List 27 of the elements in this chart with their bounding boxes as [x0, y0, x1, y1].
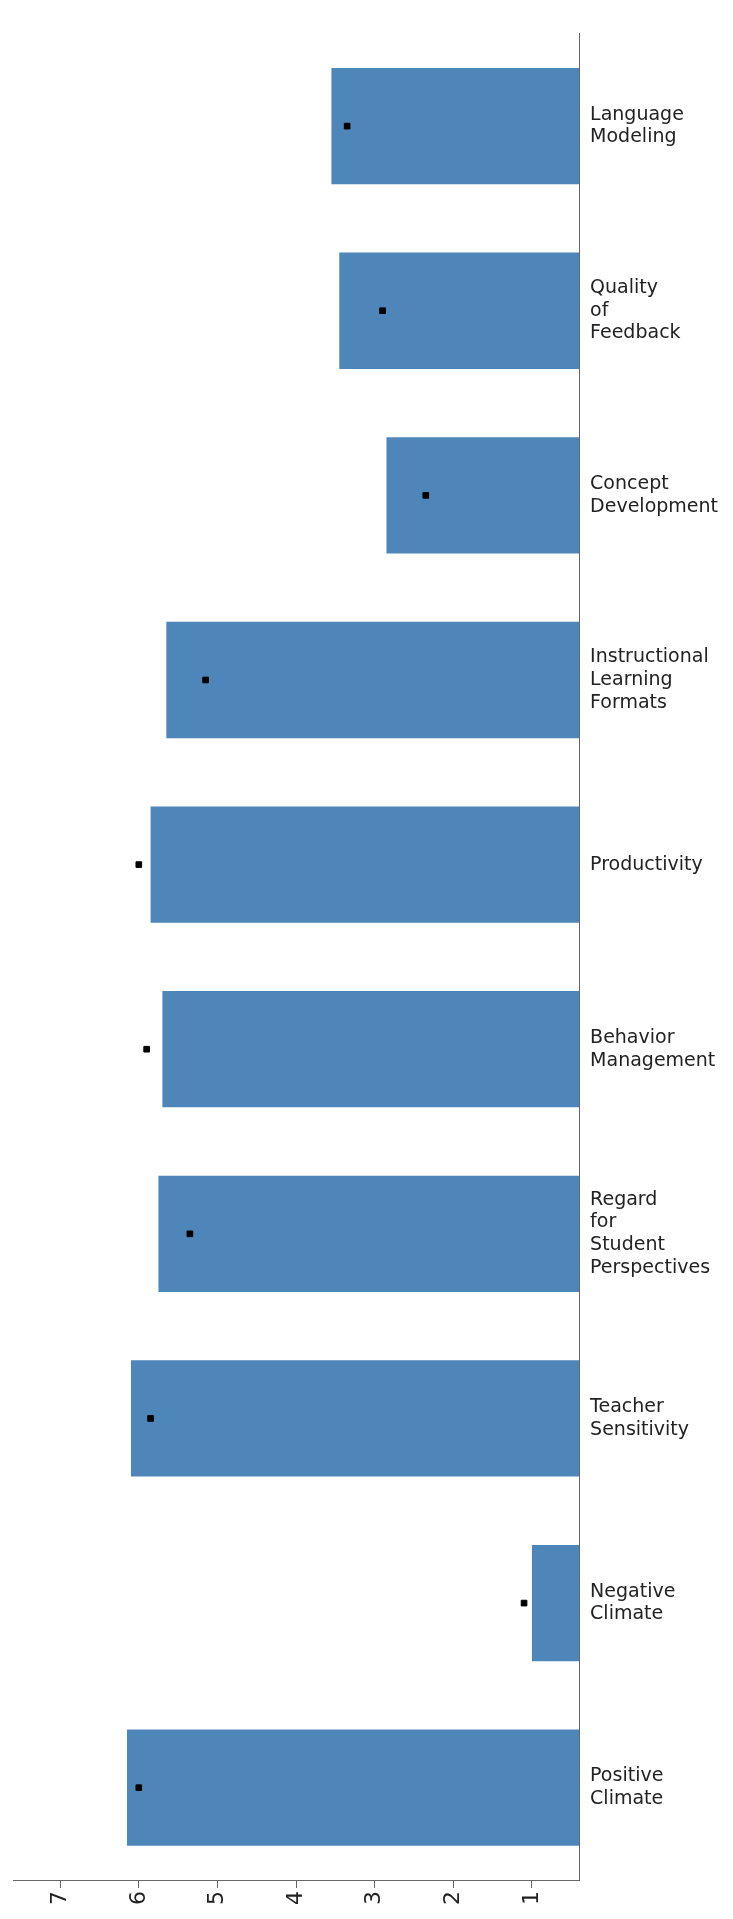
y-tick-label: Regard for Student Perspectives: [590, 1186, 711, 1277]
y-tick-label: Productivity: [590, 851, 703, 874]
point: [202, 676, 209, 684]
x-tick-label: 1: [517, 1891, 543, 1905]
point: [379, 307, 386, 315]
point: [135, 1784, 143, 1792]
y-tick-label: Teacher Sensitivity: [589, 1393, 690, 1439]
y-tick-label: Quality of Feedback: [590, 274, 681, 343]
x-tick-label: 6: [124, 1891, 150, 1905]
y-tick-label: Instructional Learning Formats: [590, 644, 709, 712]
y-tick-label: Positive Climate: [590, 1763, 664, 1809]
x-tick-label: 7: [45, 1891, 71, 1905]
y-tick-label: Negative Climate: [590, 1578, 676, 1624]
y-tick-label: Concept Development: [590, 470, 719, 516]
x-tick-label: 2: [439, 1891, 465, 1905]
y-tick-label: Behavior Management: [590, 1024, 716, 1070]
x-tick-label: 3: [360, 1891, 386, 1905]
point: [520, 1599, 528, 1607]
point: [143, 1045, 150, 1053]
y-tick-label: Language Modeling: [590, 101, 684, 147]
point: [343, 122, 351, 130]
point: [422, 492, 430, 499]
point: [147, 1415, 154, 1422]
point: [135, 861, 143, 868]
x-tick-label: 5: [203, 1891, 229, 1905]
point: [186, 1230, 194, 1238]
x-tick-label: 4: [281, 1891, 307, 1905]
